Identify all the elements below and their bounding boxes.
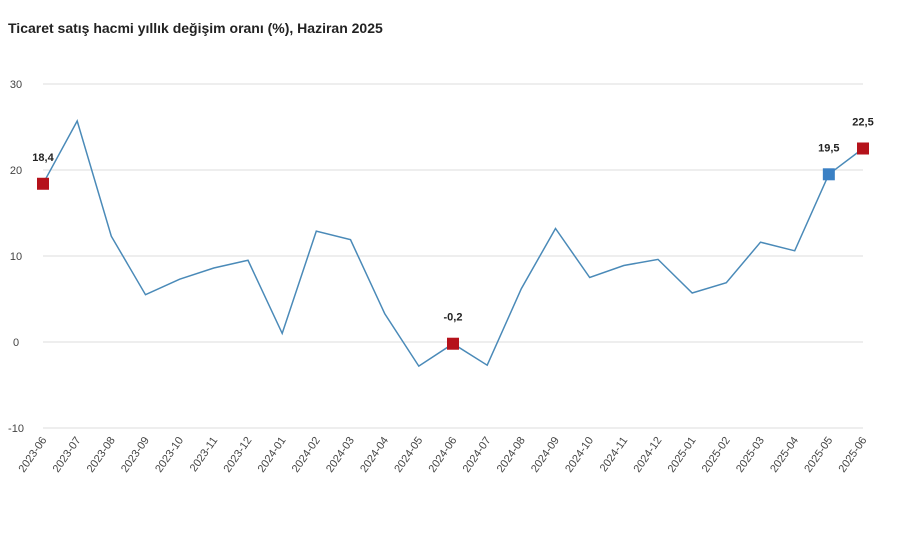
x-tick-label: 2023-07 xyxy=(51,435,84,475)
y-tick-label: 20 xyxy=(10,165,22,177)
x-tick-label: 2023-08 xyxy=(85,435,118,475)
data-label: 22,5 xyxy=(852,117,873,129)
highlight-marker xyxy=(857,142,869,155)
x-tick-label: 2024-10 xyxy=(563,435,596,475)
series-line xyxy=(42,119,864,368)
x-tick-label: 2023-12 xyxy=(221,435,254,475)
x-tick-label: 2023-06 xyxy=(16,435,49,475)
x-axis-ticks: 2023-06 2023-07 2023-08 2023-09 2023-10 2023-… xyxy=(16,435,869,475)
x-tick-label: 2025-05 xyxy=(802,435,835,475)
series-line-path xyxy=(42,119,864,368)
x-tick-label: 2025-02 xyxy=(700,435,733,475)
x-tick-label: 2023-11 xyxy=(188,435,221,474)
highlight-marker xyxy=(447,337,459,350)
x-tick-label: 2024-01 xyxy=(256,435,289,475)
x-tick-label: 2024-07 xyxy=(461,435,494,475)
gridlines xyxy=(43,83,863,429)
x-tick-label: 2024-06 xyxy=(426,435,459,475)
chart-title: Ticaret satış hacmi yıllık değişim oranı… xyxy=(8,20,383,36)
data-label: -0,2 xyxy=(444,312,463,324)
y-tick-label: 30 xyxy=(10,79,22,91)
x-tick-label: 2024-05 xyxy=(392,435,425,475)
y-tick-label: -10 xyxy=(8,423,24,435)
x-tick-label: 2024-08 xyxy=(495,435,528,475)
x-tick-label: 2024-02 xyxy=(290,435,323,475)
x-tick-label: 2025-04 xyxy=(768,435,801,475)
x-tick-label: 2024-11 xyxy=(598,435,631,474)
data-label: 18,4 xyxy=(32,152,54,164)
x-tick-label: 2023-09 xyxy=(119,435,152,475)
x-tick-label: 2024-04 xyxy=(358,435,391,475)
data-label: 19,5 xyxy=(818,142,839,154)
y-axis-ticks: 30 20 10 0 -10 xyxy=(8,79,24,435)
y-tick-label: 10 xyxy=(10,251,22,263)
x-tick-label: 2024-12 xyxy=(631,435,664,475)
y-tick-label: 0 xyxy=(13,337,19,349)
highlight-marker xyxy=(37,177,49,190)
x-tick-label: 2024-09 xyxy=(529,435,562,475)
x-tick-label: 2025-06 xyxy=(836,435,869,475)
x-tick-label: 2025-03 xyxy=(734,435,767,475)
highlight-markers: 18,4 -0,2 19,5 22,5 xyxy=(32,117,874,350)
x-tick-label: 2025-01 xyxy=(666,435,699,475)
x-tick-label: 2023-10 xyxy=(153,435,186,475)
x-tick-label: 2024-03 xyxy=(324,435,357,475)
highlight-marker xyxy=(822,168,835,181)
